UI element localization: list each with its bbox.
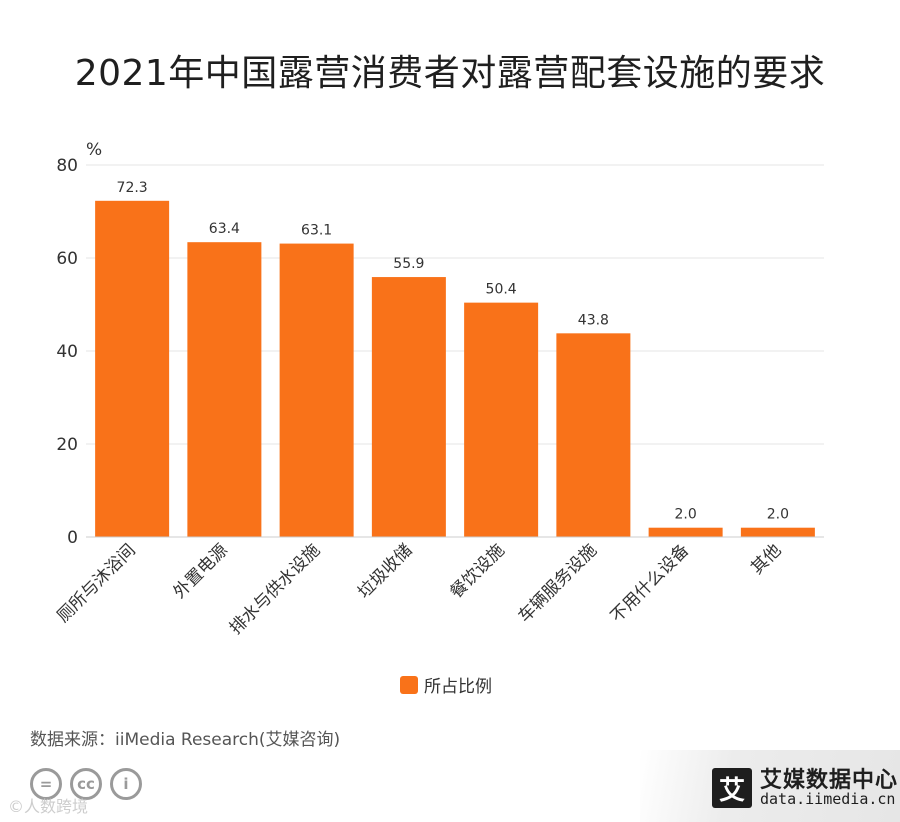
- bar[interactable]: [556, 333, 631, 537]
- y-tick-label: 80: [56, 156, 78, 176]
- legend-swatch: [400, 676, 418, 694]
- brand-band: [640, 750, 900, 822]
- bar[interactable]: [279, 243, 354, 537]
- x-tick-label: 厕所与沐浴间: [53, 540, 139, 626]
- bar[interactable]: [371, 277, 446, 537]
- y-axis-ticks: 0 20 40 60 80: [56, 156, 78, 548]
- bar-value-label: 55.9: [393, 256, 424, 272]
- x-tick-label: 排水与供水设施: [226, 540, 324, 638]
- cc-nd-icon: =: [30, 768, 62, 800]
- chart-title: 2021年中国露营消费者对露营配套设施的要求: [74, 53, 826, 94]
- cc-icon: cc: [70, 768, 102, 800]
- brand-name: 艾媒数据中心: [760, 767, 899, 793]
- bar[interactable]: [740, 527, 815, 537]
- bar-value-label: 43.8: [578, 312, 609, 328]
- brand-url: data.iimedia.cn: [760, 789, 896, 808]
- x-tick-label: 车辆服务设施: [515, 540, 601, 626]
- y-tick-label: 40: [56, 342, 78, 362]
- bar[interactable]: [187, 242, 262, 537]
- license-icons: = cc i: [30, 768, 142, 804]
- y-tick-label: 0: [67, 528, 78, 548]
- value-labels: 72.3 63.4 63.1 55.9 50.4 43.8 2.0 2.0: [117, 180, 789, 523]
- bar-chart: 0 20 40 60 80 % 72.3 63.4 63.1 55.9 50.4 43.8 2.0 2…: [53, 140, 824, 697]
- cc-by-icon: i: [110, 768, 142, 800]
- bar-value-label: 63.4: [209, 221, 240, 237]
- x-tick-label: 外置电源: [170, 540, 232, 602]
- bar-value-label: 50.4: [486, 282, 517, 298]
- legend[interactable]: 所占比例: [400, 676, 492, 697]
- watermark: ©人数跨境: [8, 797, 89, 816]
- bar-value-label: 63.1: [301, 223, 332, 239]
- y-tick-label: 20: [56, 435, 78, 455]
- data-source: 数据来源：iiMedia Research(艾媒咨询): [30, 730, 341, 750]
- bar-value-label: 2.0: [767, 507, 789, 523]
- y-tick-label: 60: [56, 249, 78, 269]
- iimedia-logo-icon: 艾: [712, 768, 752, 808]
- bar[interactable]: [648, 527, 723, 537]
- y-axis-unit: %: [86, 140, 102, 160]
- x-tick-label: 不用什么设备: [607, 540, 693, 626]
- bar-value-label: 72.3: [117, 180, 148, 196]
- x-tick-label: 垃圾收储: [354, 540, 416, 602]
- bars: [95, 200, 815, 537]
- x-tick-label: 其他: [747, 540, 785, 578]
- brand-logo-block: 艾 艾媒数据中心 data.iimedia.cn: [712, 766, 898, 810]
- x-tick-label: 餐饮设施: [446, 540, 508, 602]
- bar[interactable]: [464, 302, 539, 537]
- bar[interactable]: [95, 200, 170, 537]
- bar-value-label: 2.0: [674, 507, 696, 523]
- legend-label: 所占比例: [424, 677, 492, 697]
